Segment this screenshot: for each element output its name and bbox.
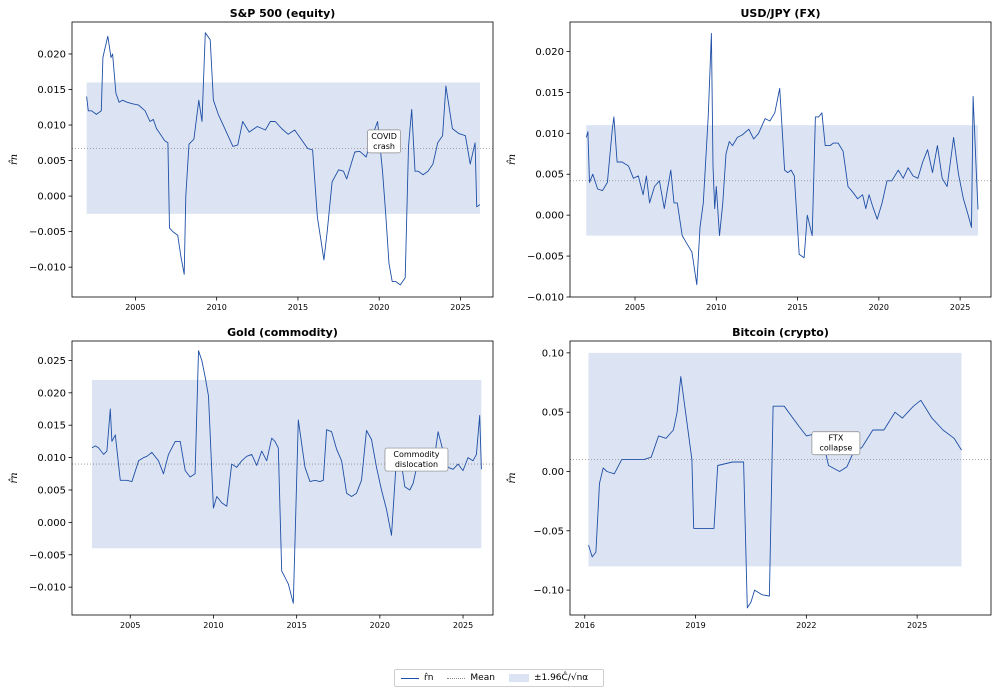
- y-tick-label: −0.010: [29, 583, 66, 594]
- confidence-band: [586, 125, 978, 236]
- x-tick-label: 2020: [370, 621, 390, 630]
- y-tick-label: 0.10: [542, 348, 564, 359]
- y-axis-label: r̂n: [507, 154, 518, 165]
- annotation-text: crash: [373, 142, 395, 151]
- x-tick-label: 2010: [706, 303, 726, 312]
- x-tick-label: 2025: [907, 621, 927, 630]
- y-tick-label: 0.020: [535, 47, 564, 58]
- y-tick-label: 0.005: [535, 170, 564, 181]
- y-tick-label: 0.05: [542, 408, 564, 419]
- y-tick-label: 0.010: [535, 129, 564, 140]
- y-axis-label: r̂n: [9, 154, 20, 165]
- annotation-text: dislocation: [395, 460, 438, 469]
- y-tick-label: 0.00: [542, 467, 564, 478]
- y-tick-label: 0.025: [37, 356, 66, 367]
- chart-title: USD/JPY (FX): [740, 7, 820, 20]
- y-tick-label: −0.05: [533, 526, 564, 537]
- y-tick-label: 0.010: [37, 453, 66, 464]
- x-tick-label: 2016: [575, 621, 595, 630]
- y-tick-label: 0.015: [535, 88, 564, 99]
- chart-panel-2: −0.010 −0.005 0.000 0.005 0.010 0.015 0.020 200…: [507, 7, 992, 312]
- x-tick-label: 2025: [950, 303, 970, 312]
- series-line: [585, 33, 979, 286]
- legend-band-label: ±1.96Ĉ/√nα: [533, 673, 589, 683]
- x-tick-label: 2015: [288, 303, 308, 312]
- annotation-box: [367, 129, 401, 154]
- x-tick-label: 2005: [125, 303, 145, 312]
- legend-line-swatch: [401, 677, 419, 679]
- y-axis-label: r̂n: [507, 472, 518, 483]
- y-tick-label: −0.010: [527, 293, 564, 304]
- legend-item-band: ±1.96Ĉ/√nα: [508, 673, 589, 683]
- annotation-text: COVID: [371, 132, 397, 141]
- chart-title: S&P 500 (equity): [230, 7, 336, 20]
- annotation-text: FTX: [828, 434, 843, 443]
- annotation-box: [811, 431, 861, 456]
- annotation-text: Commodity: [393, 450, 439, 459]
- y-tick-label: 0.005: [37, 485, 66, 496]
- annotation-text: collapse: [819, 444, 852, 453]
- chart-title: Bitcoin (crypto): [732, 326, 829, 339]
- chart-panel-1: −0.010 −0.005 0.000 0.005 0.010 0.015 0.020 200…: [9, 7, 494, 312]
- x-tick-label: 2025: [453, 621, 473, 630]
- legend: r̂n Mean ±1.96Ĉ/√nα: [394, 669, 604, 687]
- y-tick-label: 0.015: [37, 421, 66, 432]
- x-tick-label: 2025: [450, 303, 470, 312]
- axes-frame: [71, 21, 494, 298]
- x-tick-label: 2020: [869, 303, 889, 312]
- y-tick-label: 0.020: [37, 49, 66, 60]
- series-line: [86, 32, 481, 286]
- y-tick-label: 0.000: [535, 211, 564, 222]
- legend-mean-label: Mean: [470, 673, 495, 683]
- axes-frame: [71, 340, 494, 616]
- y-tick-label: −0.005: [527, 252, 564, 263]
- y-axis-label: r̂n: [9, 472, 20, 483]
- annotation-box: [384, 447, 449, 472]
- x-tick-label: 2015: [787, 303, 807, 312]
- y-tick-label: 0.005: [37, 156, 66, 167]
- axes-frame: [569, 340, 992, 616]
- series-line: [588, 376, 962, 609]
- x-tick-label: 2015: [286, 621, 306, 630]
- y-tick-label: −0.005: [29, 550, 66, 561]
- chart-title: Gold (commodity): [227, 326, 338, 339]
- legend-series-label: r̂n: [424, 673, 434, 683]
- x-tick-label: 2020: [369, 303, 389, 312]
- legend-mean-swatch: [447, 677, 466, 679]
- legend-item-mean: Mean: [447, 673, 495, 683]
- x-tick-label: 2022: [796, 621, 816, 630]
- legend-band-swatch: [508, 674, 529, 682]
- y-tick-label: 0.000: [37, 518, 66, 529]
- x-tick-label: 2010: [203, 621, 223, 630]
- x-tick-label: 2019: [685, 621, 705, 630]
- y-tick-label: −0.10: [533, 586, 564, 597]
- y-tick-label: −0.010: [29, 263, 66, 274]
- y-tick-label: 0.000: [37, 192, 66, 203]
- legend-item-series: r̂n: [401, 673, 433, 683]
- chart-panel-3: −0.010 −0.005 0.000 0.005 0.010 0.015 0.020 0.0…: [9, 326, 494, 630]
- x-tick-label: 2010: [206, 303, 226, 312]
- y-tick-label: 0.020: [37, 388, 66, 399]
- chart-panel-4: −0.10 −0.05 0.00 0.05 0.10 2016 2019 2022 2025 Bi…: [507, 326, 992, 630]
- axes-frame: [569, 21, 992, 298]
- x-tick-label: 2005: [120, 621, 140, 630]
- y-tick-label: 0.015: [37, 85, 66, 96]
- x-tick-label: 2005: [625, 303, 645, 312]
- y-tick-label: 0.010: [37, 121, 66, 132]
- y-tick-label: −0.005: [29, 227, 66, 238]
